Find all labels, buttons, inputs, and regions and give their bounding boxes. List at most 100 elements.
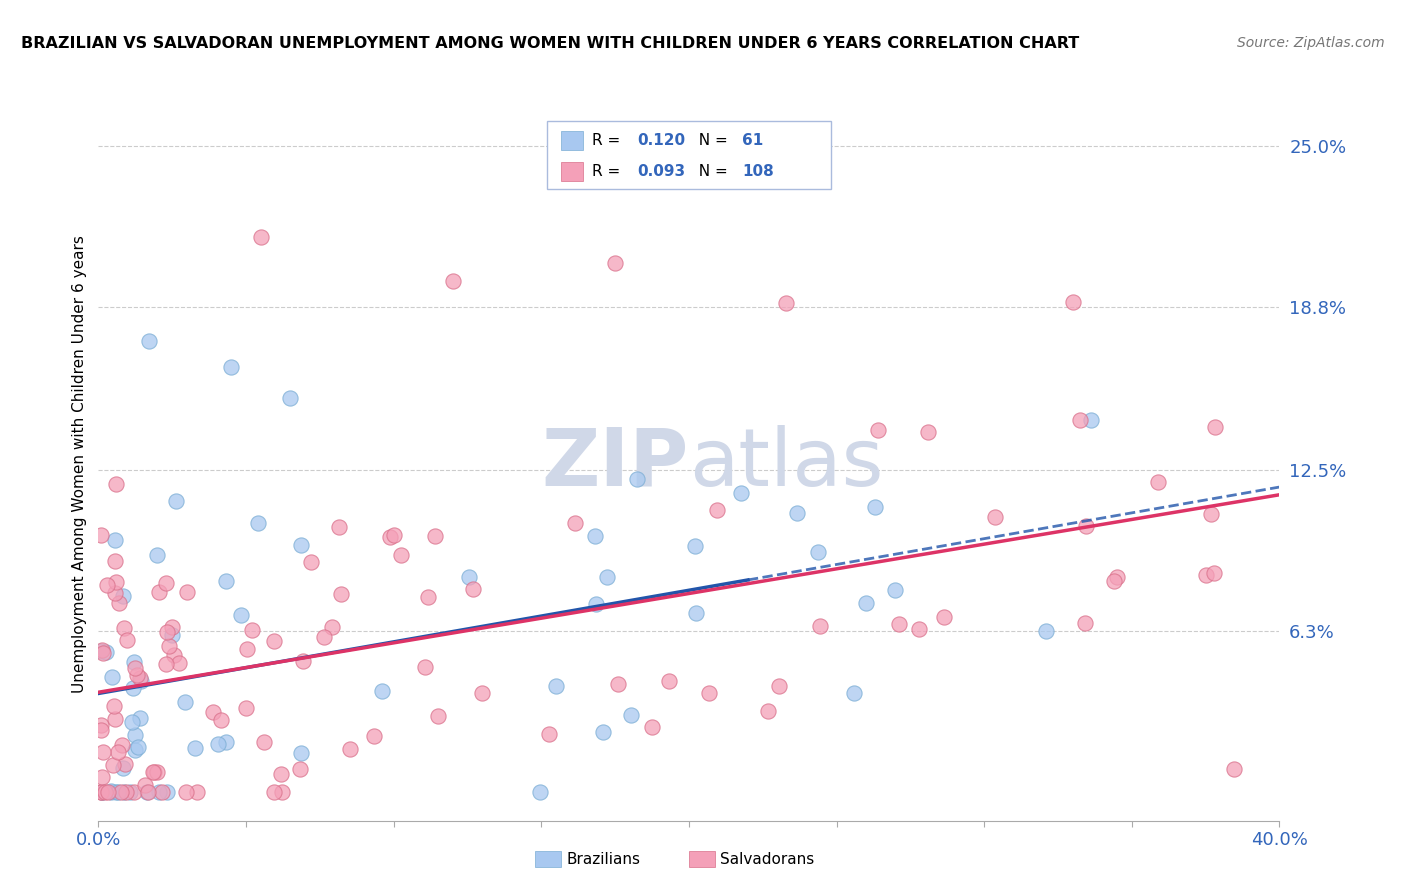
Point [883, 582, 905, 597]
Point [246, 516, 269, 530]
Point [101, 670, 124, 684]
Point [91, 646, 114, 660]
Point [1035, 624, 1057, 638]
Point [104, 586, 127, 600]
Point [583, 528, 606, 542]
Point [104, 575, 127, 590]
FancyBboxPatch shape [547, 121, 831, 189]
Point [215, 735, 238, 749]
Point [863, 500, 886, 514]
Point [107, 785, 129, 799]
Point [263, 634, 285, 648]
Point [416, 590, 439, 604]
Point [146, 548, 169, 562]
Point [683, 539, 706, 553]
Text: N =: N = [689, 133, 733, 148]
Point [90, 723, 112, 738]
Point [129, 671, 152, 685]
Point [90, 717, 112, 731]
Point [463, 582, 485, 596]
Point [174, 785, 197, 799]
Point [1195, 568, 1218, 582]
Point [596, 569, 619, 583]
Point [458, 570, 481, 584]
Text: R =: R = [592, 164, 626, 178]
Point [253, 735, 276, 749]
Point [1104, 574, 1126, 589]
Point [312, 630, 335, 644]
Point [124, 661, 146, 675]
Point [122, 785, 145, 799]
Text: 0.093: 0.093 [637, 164, 685, 178]
Point [1223, 762, 1246, 776]
Point [110, 785, 132, 799]
Point [1105, 570, 1128, 584]
Point [290, 763, 312, 777]
Point [235, 642, 257, 657]
Point [155, 576, 177, 591]
Point [127, 740, 149, 755]
Text: 61: 61 [742, 133, 763, 148]
Point [157, 639, 180, 653]
Point [103, 699, 125, 714]
Point [229, 608, 252, 623]
Text: BRAZILIAN VS SALVADORAN UNEMPLOYMENT AMONG WOMEN WITH CHILDREN UNDER 6 YEARS COR: BRAZILIAN VS SALVADORAN UNEMPLOYMENT AMO… [21, 36, 1080, 51]
Point [176, 584, 198, 599]
Point [775, 296, 797, 310]
Point [1069, 413, 1091, 427]
Point [370, 683, 392, 698]
Point [215, 574, 238, 588]
Point [160, 628, 183, 642]
Point [91, 785, 114, 799]
Point [169, 657, 191, 671]
Point [887, 617, 910, 632]
Point [122, 681, 145, 696]
Point [100, 784, 122, 798]
Point [280, 391, 302, 405]
Point [730, 486, 752, 500]
Point [96, 578, 118, 592]
Point [112, 621, 135, 635]
Point [626, 472, 648, 486]
Point [292, 655, 315, 669]
Text: Source: ZipAtlas.com: Source: ZipAtlas.com [1237, 36, 1385, 50]
Point [330, 587, 353, 601]
Point [706, 502, 728, 516]
Point [592, 725, 614, 739]
Point [808, 618, 831, 632]
Point [142, 764, 165, 779]
Point [240, 623, 263, 637]
Point [786, 507, 808, 521]
Point [136, 785, 159, 799]
Text: 108: 108 [742, 164, 773, 178]
Point [235, 701, 257, 715]
Bar [689, 851, 714, 867]
Point [606, 677, 628, 691]
Point [221, 359, 243, 374]
Point [209, 713, 232, 727]
Point [90, 528, 112, 542]
Point [104, 554, 127, 568]
Point [441, 274, 464, 288]
Point [142, 764, 165, 779]
Point [148, 585, 170, 599]
Point [124, 743, 146, 757]
Point [146, 764, 169, 779]
Point [163, 648, 186, 662]
Point [685, 606, 707, 620]
Y-axis label: Unemployment Among Women with Children Under 6 years: Unemployment Among Women with Children U… [72, 235, 87, 693]
Point [544, 679, 567, 693]
Point [202, 706, 225, 720]
Point [94, 645, 117, 659]
Point [299, 555, 322, 569]
Point [104, 712, 127, 726]
Point [585, 597, 607, 611]
Point [1062, 294, 1084, 309]
Bar [561, 130, 582, 150]
Point [564, 516, 586, 531]
Point [128, 711, 150, 725]
Point [165, 493, 187, 508]
Point [108, 596, 131, 610]
Point [339, 742, 361, 756]
Point [855, 596, 877, 610]
